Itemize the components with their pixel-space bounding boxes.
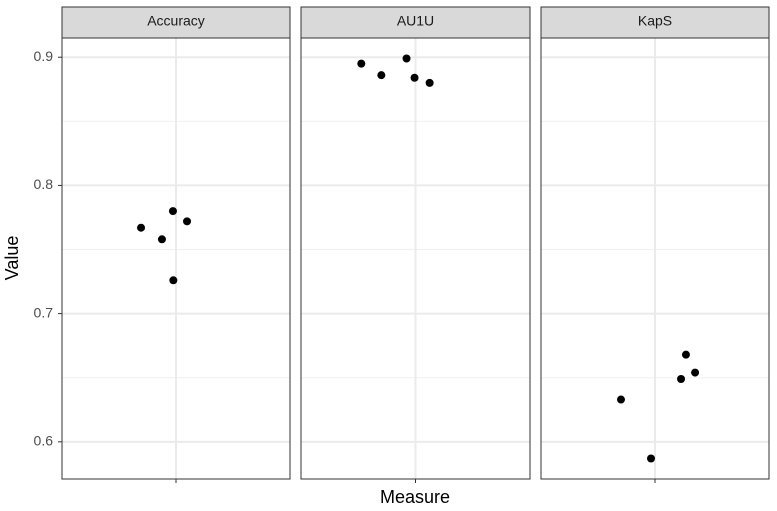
strip-label: Accuracy <box>147 13 205 29</box>
point <box>357 59 366 68</box>
point <box>157 235 166 244</box>
point <box>137 223 146 232</box>
panel-border <box>540 37 770 480</box>
point <box>402 54 411 63</box>
point <box>647 454 656 463</box>
point <box>377 71 386 80</box>
point <box>691 368 700 377</box>
strip <box>540 6 770 39</box>
strip-label: KapS <box>638 13 672 29</box>
strip-label: AU1U <box>397 13 434 29</box>
panel-border <box>61 37 291 480</box>
y-axis-title: Value <box>2 236 22 281</box>
point <box>425 78 434 87</box>
point <box>616 395 625 404</box>
point <box>168 207 177 216</box>
y-tick-label: 0.8 <box>34 176 54 192</box>
point <box>169 276 178 285</box>
y-tick-label: 0.6 <box>34 433 54 449</box>
point <box>410 73 419 82</box>
y-tick-label: 0.7 <box>34 304 54 320</box>
y-tick-label: 0.9 <box>34 48 54 64</box>
point <box>677 375 686 384</box>
point <box>681 350 690 359</box>
x-axis-title: Measure <box>380 487 450 507</box>
panel-border <box>300 37 531 480</box>
point <box>183 217 192 226</box>
